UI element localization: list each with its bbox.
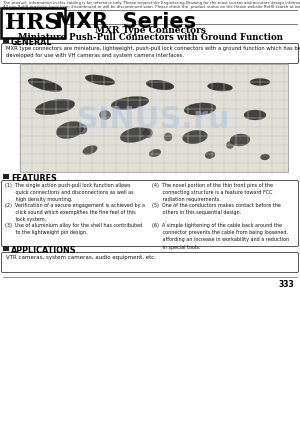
Bar [3,173,8,179]
Ellipse shape [143,128,152,138]
Ellipse shape [100,110,110,119]
Ellipse shape [226,142,233,148]
Ellipse shape [230,134,250,146]
Ellipse shape [183,130,207,144]
Text: MXR type connectors are miniature, lightweight, push-pull lock connectors with a: MXR type connectors are miniature, light… [6,45,300,58]
Ellipse shape [205,151,215,159]
Bar [20,64,288,172]
Text: MXR  Series: MXR Series [48,12,196,32]
Text: (6)  A simple tightening of the cable back around the
       connector prevents : (6) A simple tightening of the cable bac… [152,223,289,249]
Bar [20,64,288,172]
FancyBboxPatch shape [2,43,298,63]
Ellipse shape [111,96,149,110]
Ellipse shape [184,103,216,115]
Ellipse shape [260,154,269,160]
Text: FEATURES: FEATURES [11,173,57,182]
Bar [3,246,8,251]
Ellipse shape [77,124,87,134]
Text: All non-RoHS products  have been discontinued or will be discontinued soon. Plea: All non-RoHS products have been disconti… [3,5,300,8]
Ellipse shape [244,110,266,120]
Ellipse shape [56,122,84,139]
Ellipse shape [28,78,62,92]
FancyBboxPatch shape [2,252,298,272]
Text: MXR Type Connectors: MXR Type Connectors [94,26,206,35]
Text: (4)  The novel portion of the thin front pins of the
       connecting structure: (4) The novel portion of the thin front … [152,183,273,202]
Ellipse shape [208,83,233,91]
Ellipse shape [35,99,75,115]
Text: Miniature Push-Pull Connectors with Ground Function: Miniature Push-Pull Connectors with Grou… [17,33,283,42]
Text: (5)  One of the conductors makes contact before the
       others in this sequen: (5) One of the conductors makes contact … [152,203,281,215]
Ellipse shape [164,133,172,141]
Ellipse shape [250,79,270,85]
FancyBboxPatch shape [2,181,298,246]
Text: (1)  The single action push-pull lock function allows
       quick connections a: (1) The single action push-pull lock fun… [5,183,134,202]
Ellipse shape [85,75,115,85]
Bar [3,37,8,43]
Ellipse shape [83,145,97,155]
Text: APPLICATIONS: APPLICATIONS [11,246,76,255]
Text: HRS: HRS [5,12,61,34]
Text: VTR cameras, system cameras, audio equipment, etc.: VTR cameras, system cameras, audio equip… [6,255,156,260]
Text: (3)  Use of aluminium alloy for the shell has contributed
       to the lightwei: (3) Use of aluminium alloy for the shell… [5,223,142,235]
Text: SINUS.ru: SINUS.ru [77,105,231,133]
Text: The product  information in this catalog is for reference only. Please request t: The product information in this catalog … [3,1,300,5]
Ellipse shape [120,128,150,142]
Ellipse shape [146,80,174,90]
Text: GENERAL: GENERAL [11,37,52,46]
Text: 333: 333 [278,280,294,289]
Text: (2)  Verification of a secure engagement is achieved by a
       click sound whi: (2) Verification of a secure engagement … [5,203,145,222]
Ellipse shape [149,149,161,157]
